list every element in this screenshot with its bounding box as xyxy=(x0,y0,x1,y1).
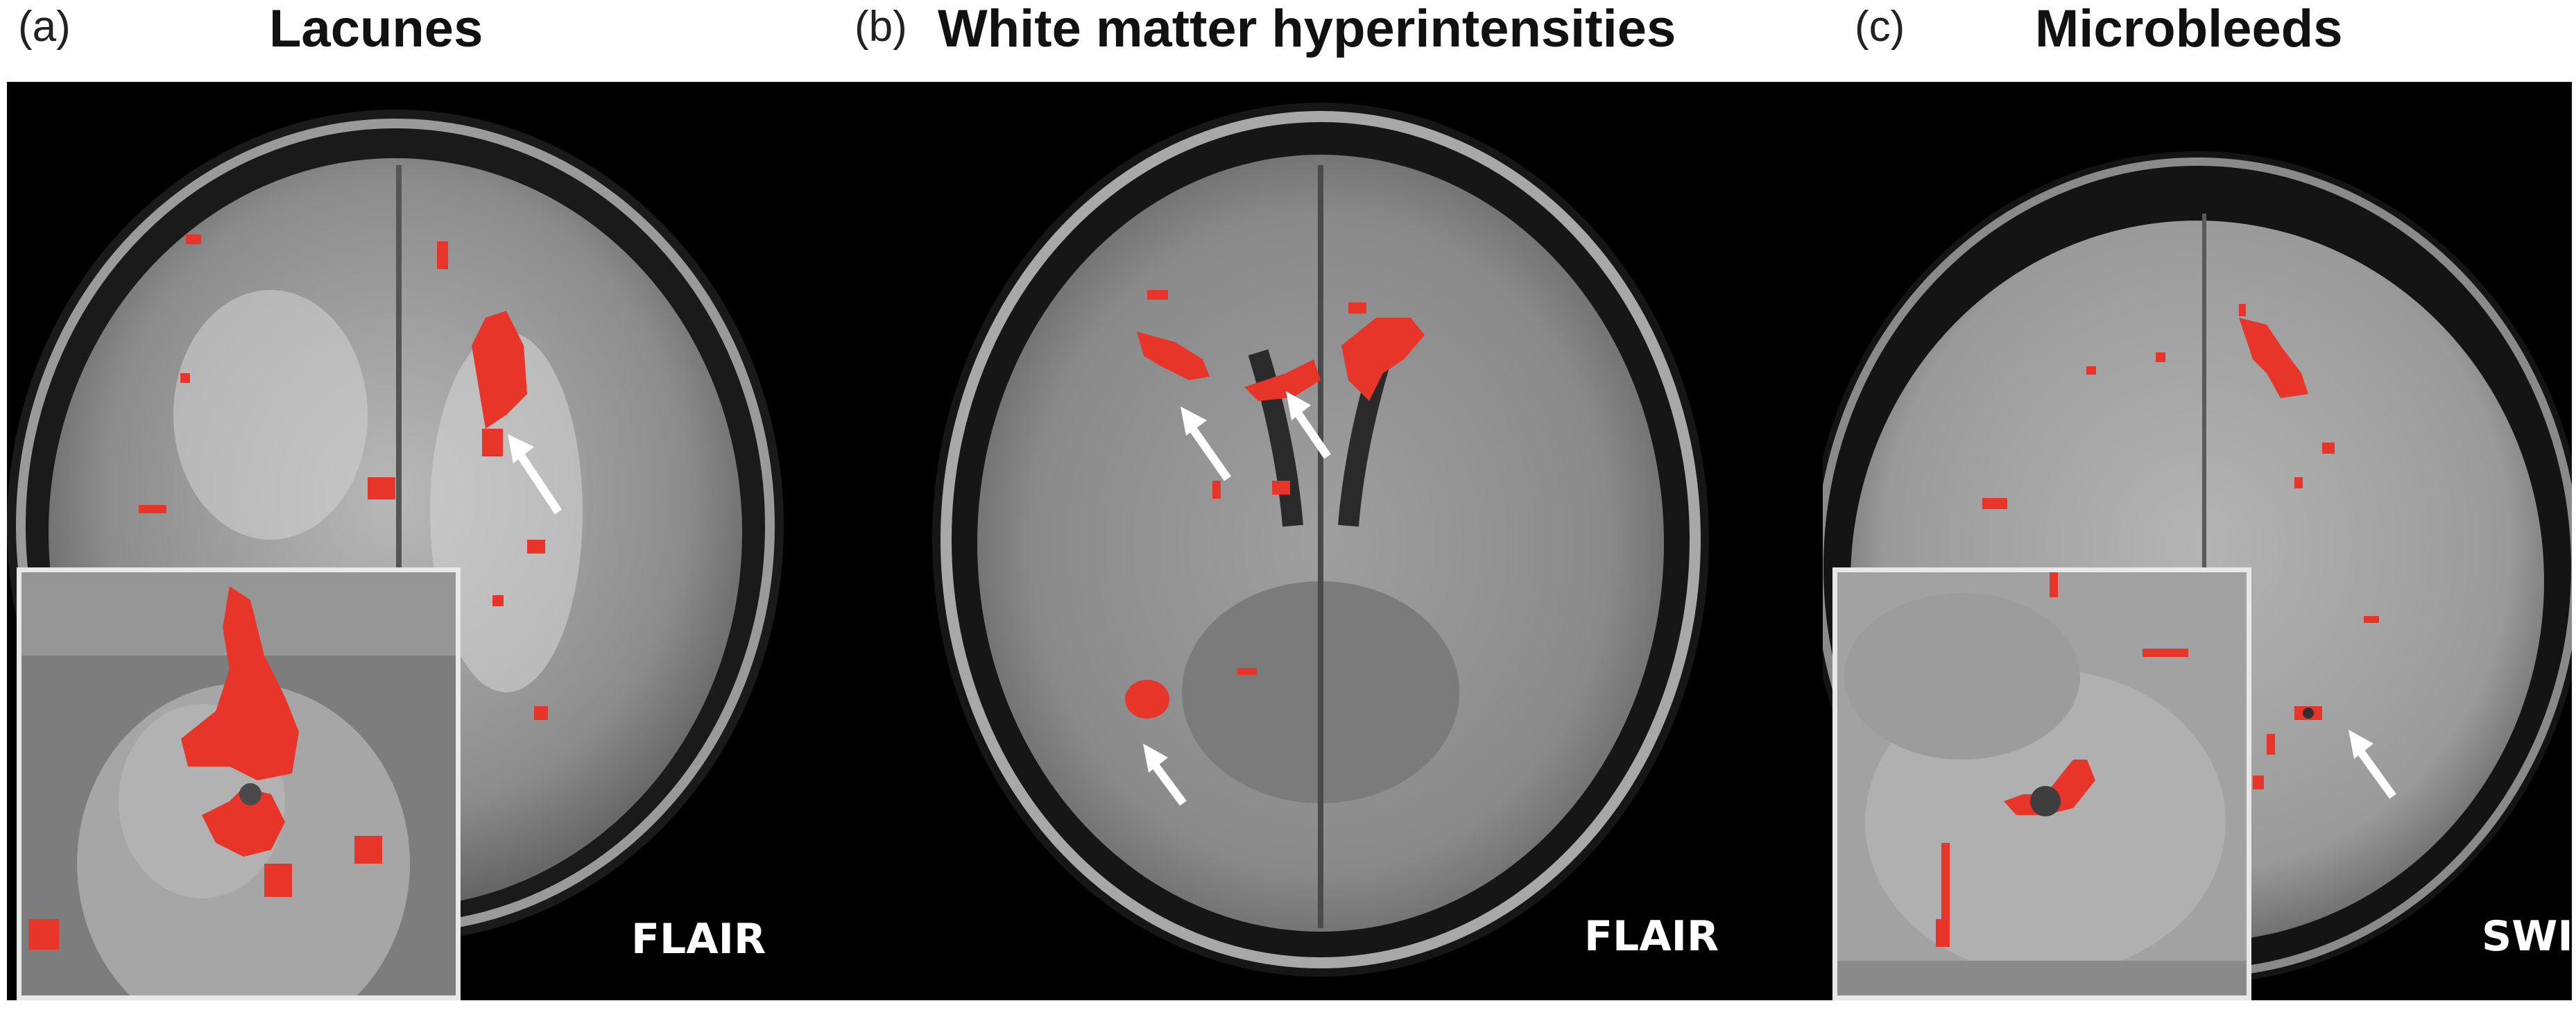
panel-c-title: Microbleeds xyxy=(2035,0,2343,58)
panel-b-letter: (b) xyxy=(855,3,907,51)
zoom-inset-c xyxy=(1832,567,2251,1000)
sequence-label-a: FLAIR xyxy=(631,915,766,964)
inset-scan-a xyxy=(22,572,456,995)
brain-scan-a xyxy=(7,110,784,942)
sequence-label-b: FLAIR xyxy=(1584,912,1719,961)
lesion-overlay-inset-c xyxy=(1936,572,2188,947)
panel-a-title: Lacunes xyxy=(269,0,483,58)
lesion-overlay-a xyxy=(139,234,548,720)
panel-a-letter: (a) xyxy=(18,3,71,51)
arrow-icon-a xyxy=(508,434,562,515)
zoom-inset-a xyxy=(17,567,461,1000)
lesion-overlay-b xyxy=(1125,290,1425,719)
arrow-icon-b3 xyxy=(1143,744,1187,806)
lesion-overlay-inset-a xyxy=(28,586,382,950)
panel-a-mri-image: FLAIR xyxy=(7,82,870,1000)
brain-scan-b xyxy=(932,103,1709,977)
panel-c-letter: (c) xyxy=(1855,3,1905,51)
sequence-label-c: SWI xyxy=(2482,912,2572,961)
arrow-icon-c xyxy=(2349,730,2396,799)
arrow-icon-b2 xyxy=(1286,391,1331,459)
arrow-icon-b1 xyxy=(1180,406,1231,481)
panel-b-mri-image: FLAIR xyxy=(870,82,1823,1000)
skull-ring-b xyxy=(941,111,1701,968)
inset-scan-c xyxy=(1837,572,2247,995)
panel-b-title: White matter hyperintensities xyxy=(938,0,1676,58)
panel-c-mri-image: SWI xyxy=(1823,82,2572,1000)
